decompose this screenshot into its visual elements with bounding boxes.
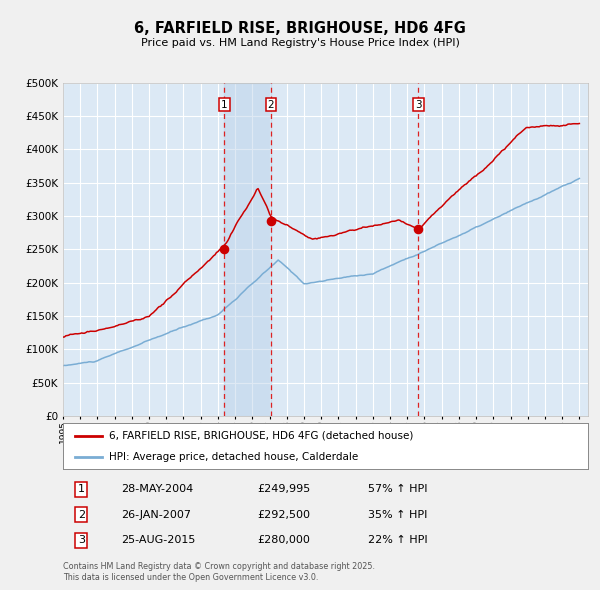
Text: 57% ↑ HPI: 57% ↑ HPI xyxy=(367,484,427,494)
Text: 22% ↑ HPI: 22% ↑ HPI xyxy=(367,535,427,545)
Text: £249,995: £249,995 xyxy=(257,484,311,494)
Text: 2: 2 xyxy=(268,100,274,110)
Text: £280,000: £280,000 xyxy=(257,535,310,545)
Point xyxy=(220,245,229,254)
Text: 1: 1 xyxy=(221,100,228,110)
Text: 1: 1 xyxy=(78,484,85,494)
Text: Contains HM Land Registry data © Crown copyright and database right 2025.: Contains HM Land Registry data © Crown c… xyxy=(63,562,375,571)
Text: £292,500: £292,500 xyxy=(257,510,310,520)
Text: HPI: Average price, detached house, Calderdale: HPI: Average price, detached house, Cald… xyxy=(109,452,358,462)
Text: 6, FARFIELD RISE, BRIGHOUSE, HD6 4FG: 6, FARFIELD RISE, BRIGHOUSE, HD6 4FG xyxy=(134,21,466,35)
Text: 3: 3 xyxy=(415,100,422,110)
Text: 2: 2 xyxy=(78,510,85,520)
Text: 6, FARFIELD RISE, BRIGHOUSE, HD6 4FG (detached house): 6, FARFIELD RISE, BRIGHOUSE, HD6 4FG (de… xyxy=(109,431,413,441)
Bar xyxy=(224,83,271,416)
Text: 26-JAN-2007: 26-JAN-2007 xyxy=(121,510,191,520)
Text: 35% ↑ HPI: 35% ↑ HPI xyxy=(367,510,427,520)
Text: 3: 3 xyxy=(78,535,85,545)
Text: 25-AUG-2015: 25-AUG-2015 xyxy=(121,535,195,545)
Text: This data is licensed under the Open Government Licence v3.0.: This data is licensed under the Open Gov… xyxy=(63,573,319,582)
Point xyxy=(266,216,275,225)
Text: Price paid vs. HM Land Registry's House Price Index (HPI): Price paid vs. HM Land Registry's House … xyxy=(140,38,460,48)
Point xyxy=(413,225,423,234)
Text: 28-MAY-2004: 28-MAY-2004 xyxy=(121,484,193,494)
